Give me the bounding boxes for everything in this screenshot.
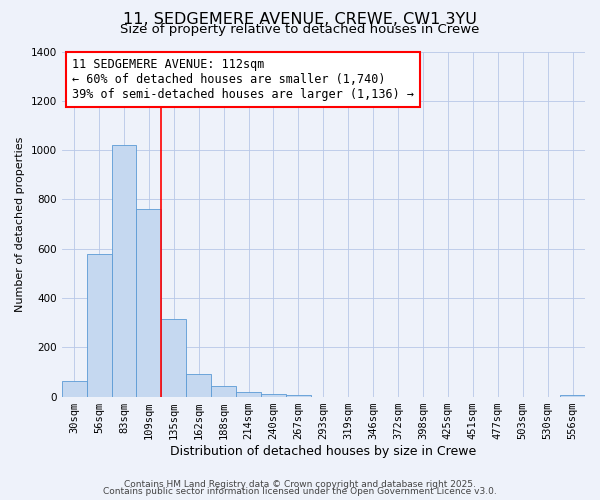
Bar bbox=[62, 380, 86, 396]
Text: 11 SEDGEMERE AVENUE: 112sqm
← 60% of detached houses are smaller (1,740)
39% of : 11 SEDGEMERE AVENUE: 112sqm ← 60% of det… bbox=[72, 58, 414, 102]
Bar bbox=[186, 374, 211, 396]
Bar bbox=[112, 145, 136, 397]
Bar bbox=[261, 394, 286, 396]
X-axis label: Distribution of detached houses by size in Crewe: Distribution of detached houses by size … bbox=[170, 444, 476, 458]
Bar bbox=[161, 319, 186, 396]
Y-axis label: Number of detached properties: Number of detached properties bbox=[15, 136, 25, 312]
Text: Size of property relative to detached houses in Crewe: Size of property relative to detached ho… bbox=[121, 22, 479, 36]
Text: 11, SEDGEMERE AVENUE, CREWE, CW1 3YU: 11, SEDGEMERE AVENUE, CREWE, CW1 3YU bbox=[123, 12, 477, 28]
Text: Contains HM Land Registry data © Crown copyright and database right 2025.: Contains HM Land Registry data © Crown c… bbox=[124, 480, 476, 489]
Bar bbox=[136, 210, 161, 396]
Bar bbox=[86, 254, 112, 396]
Bar bbox=[211, 386, 236, 396]
Bar bbox=[236, 392, 261, 396]
Text: Contains public sector information licensed under the Open Government Licence v3: Contains public sector information licen… bbox=[103, 487, 497, 496]
